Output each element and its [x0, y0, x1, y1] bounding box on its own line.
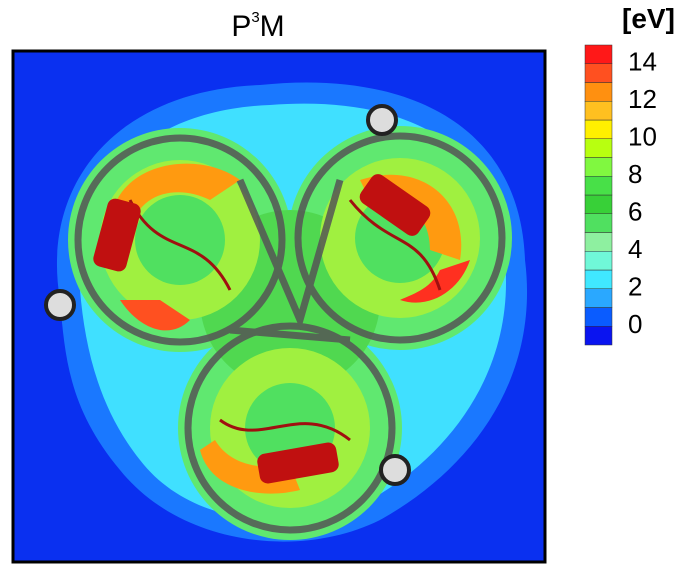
- colorbar-tick-label: 10: [628, 122, 657, 152]
- color-level: [585, 139, 612, 158]
- colorbar-tick-label: 4: [628, 234, 642, 264]
- colorbar-tick-label: 6: [628, 197, 642, 227]
- color-level: [585, 326, 612, 345]
- colorbar-tick-label: 0: [628, 309, 642, 339]
- title-superscript: 3: [251, 9, 259, 26]
- color-level: [585, 270, 612, 289]
- colorbar-label: [eV]: [622, 3, 675, 34]
- color-level: [585, 83, 612, 102]
- title-part: M: [260, 10, 285, 43]
- color-level: [585, 308, 612, 327]
- title-part: P: [231, 10, 251, 43]
- color-level: [585, 214, 612, 233]
- colorbar-tick-label: 2: [628, 272, 642, 302]
- color-level: [585, 158, 612, 177]
- colorbar-tick-label: 14: [628, 47, 657, 77]
- color-level: [585, 45, 612, 64]
- color-level: [585, 251, 612, 270]
- color-level: [585, 101, 612, 120]
- color-level: [585, 195, 612, 214]
- colorbar-tick-label: 8: [628, 159, 642, 189]
- color-level: [585, 233, 612, 252]
- contour-map: [13, 51, 545, 562]
- color-level: [585, 289, 612, 308]
- color-level: [585, 64, 612, 83]
- color-level: [585, 120, 612, 139]
- colorbar-tick-label: 12: [628, 84, 657, 114]
- color-level: [585, 176, 612, 195]
- plot-title: P3M: [231, 9, 284, 43]
- figure: P3M [eV] 0 2 4 6 8 10 12 14: [0, 0, 693, 566]
